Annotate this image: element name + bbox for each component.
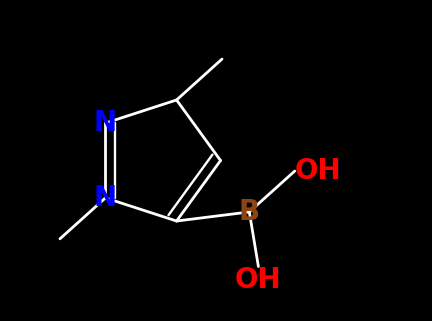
Text: N: N <box>94 184 117 212</box>
Text: OH: OH <box>235 266 282 294</box>
Text: N: N <box>94 109 117 137</box>
Text: OH: OH <box>295 157 341 185</box>
Text: B: B <box>239 198 260 226</box>
